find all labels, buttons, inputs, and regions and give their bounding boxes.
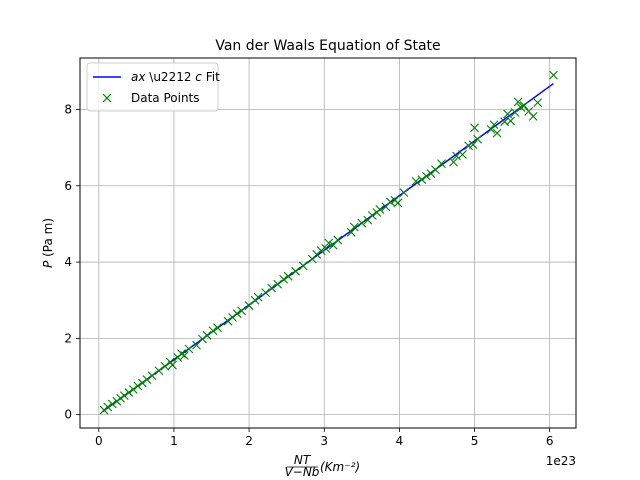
legend-fit-label: ax \u2212 c Fit <box>131 70 220 84</box>
x-offset-text: 1e23 <box>546 454 576 468</box>
data-point <box>393 198 403 208</box>
data-point <box>506 116 516 126</box>
data-point <box>137 378 147 388</box>
data-point <box>473 134 482 144</box>
y-tick-label: 0 <box>64 408 72 422</box>
x-tick-label: 5 <box>471 434 479 448</box>
data-point <box>417 175 427 185</box>
data-point <box>492 128 502 138</box>
data-point <box>283 271 293 281</box>
data-point <box>261 288 271 297</box>
data-point <box>533 98 543 108</box>
y-tick-label: 4 <box>64 255 72 269</box>
data-point <box>316 246 326 256</box>
legend-points-marker <box>102 93 112 103</box>
x-tick-label: 3 <box>320 434 328 448</box>
data-point <box>449 157 458 167</box>
data-point <box>180 351 189 360</box>
x-axis-label: NT V−Nb (Km⁻²) <box>285 453 361 479</box>
data-point <box>237 306 246 316</box>
data-point <box>349 222 359 232</box>
data-point <box>267 283 277 293</box>
data-point <box>128 385 138 394</box>
grid <box>80 58 576 428</box>
y-tick-label: 6 <box>64 179 72 193</box>
data-point <box>399 188 409 198</box>
y-tick-label: 2 <box>64 331 72 345</box>
data-point <box>160 361 170 371</box>
data-point <box>458 150 467 159</box>
data-point <box>154 366 164 376</box>
data-point <box>184 344 194 354</box>
chart-title: Van der Waals Equation of State <box>215 38 440 54</box>
data-point <box>503 109 513 119</box>
data-point <box>124 388 134 397</box>
data-point <box>321 243 331 253</box>
y-tick-label: 8 <box>64 102 72 116</box>
data-point <box>133 381 143 391</box>
x-label-unit: (Km⁻²) <box>320 460 360 474</box>
legend: ax \u2212 c Fit Data Points <box>86 62 220 112</box>
data-point <box>253 292 263 302</box>
axes-frame <box>79 57 577 429</box>
x-label-numerator: NT <box>294 453 312 467</box>
data-point <box>519 101 529 111</box>
legend-box <box>86 62 219 112</box>
data-point <box>273 279 283 289</box>
data-point <box>367 211 377 220</box>
data-point <box>489 120 499 130</box>
data-point <box>107 399 117 409</box>
data-point <box>119 391 129 400</box>
x-label-denominator: V−Nb <box>285 465 320 479</box>
legend-points-label: Data Points <box>131 91 200 105</box>
data-point <box>232 309 242 318</box>
data-point <box>357 218 367 228</box>
plot-area <box>99 70 558 415</box>
data-point <box>510 108 520 117</box>
data-point <box>375 205 385 214</box>
data-point <box>333 235 343 245</box>
data-point <box>328 240 338 250</box>
x-tick-label: 1 <box>170 434 178 448</box>
data-point <box>324 238 334 248</box>
data-point <box>147 371 157 381</box>
data-point <box>411 176 421 186</box>
data-point <box>116 393 125 403</box>
data-point <box>346 227 356 237</box>
data-point <box>279 274 289 284</box>
x-tick-label: 2 <box>245 434 253 448</box>
data-point <box>513 97 523 107</box>
data-point <box>468 140 478 149</box>
data-point <box>486 124 496 134</box>
data-point <box>452 151 461 161</box>
data-point <box>213 323 222 333</box>
data-point <box>528 111 538 121</box>
x-tick-label: 4 <box>396 434 404 448</box>
data-point <box>142 375 152 384</box>
data-point <box>291 266 301 276</box>
data-point <box>168 360 177 370</box>
data-point <box>208 326 218 336</box>
ticks: 0 1 2 3 4 5 6 0 2 4 6 8 <box>64 102 553 448</box>
y-axis-label: P (Pa m) <box>41 218 55 268</box>
data-point <box>202 330 212 340</box>
x-tick-label: 0 <box>95 434 103 448</box>
x-tick-label: 6 <box>546 434 554 448</box>
data-point <box>103 402 113 412</box>
data-point <box>549 70 558 80</box>
data-point <box>437 159 446 169</box>
data-point <box>422 171 431 181</box>
data-point <box>470 123 479 133</box>
data-point <box>298 261 308 271</box>
